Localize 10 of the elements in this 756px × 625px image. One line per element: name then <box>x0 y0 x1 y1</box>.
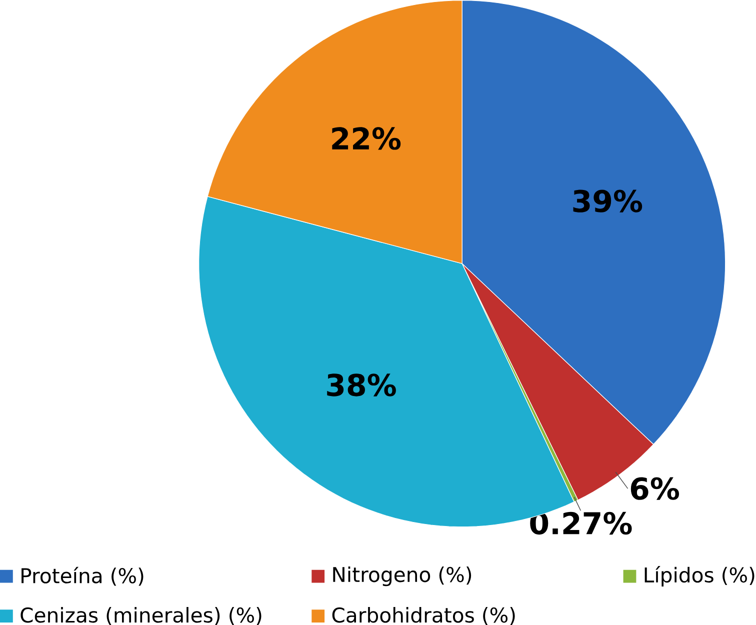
data-label: 39% <box>573 190 642 212</box>
legend-label: Carbohidratos (%) <box>332 606 515 625</box>
legend-label: Proteína (%) <box>22 566 144 586</box>
data-label: 38% <box>327 374 396 396</box>
legend-label: Lípidos (%) <box>644 566 754 586</box>
data-label: 0.27% <box>530 512 632 535</box>
data-label: 22% <box>332 127 401 150</box>
legend-label: Nitrogeno (%) <box>333 566 472 586</box>
legend-label: Cenizas (minerales) (%) <box>20 606 262 625</box>
data-label: 6% <box>630 477 679 500</box>
